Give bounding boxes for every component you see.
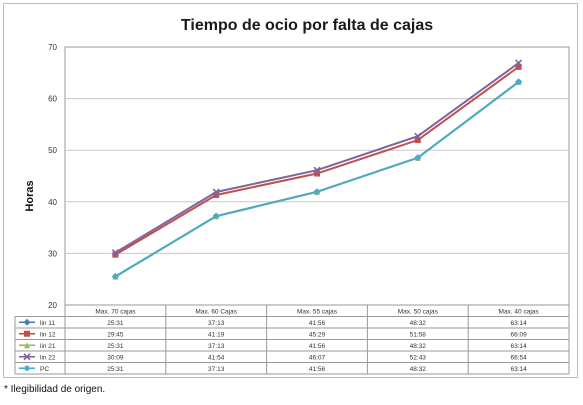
table-cell-value: 46:07 [309,354,326,361]
marker-PC [414,154,421,161]
table-cell-value: 66:09 [510,331,527,338]
x-category-label: Max. 50 cajas [398,309,439,316]
legend-label: lin 11 [40,320,55,327]
marker-PC [24,365,30,372]
y-tick-label: 20 [48,301,57,310]
y-axis-label: Horas [24,180,36,211]
table-cell-value: 25:31 [107,343,124,350]
table-cell-value: 41:56 [309,343,326,350]
table-cell-value: 41:56 [309,366,326,373]
chart-title: Tiempo de ocio por falta de cajas [181,17,433,34]
marker-lin-21 [24,342,30,349]
table-cell-value: 37:13 [208,366,225,373]
marker-PC [515,78,522,85]
x-category-label: Max. 60 Cajas [195,309,237,316]
table-cell-value: 66:54 [510,354,527,361]
x-category-label: Max. 40 cajas [499,309,540,316]
table-cell-value: 63:14 [510,366,527,373]
table-cell-value: 29:45 [107,331,124,338]
table-cell-value: 41:19 [208,331,225,338]
table-cell-value: 52:43 [410,354,427,361]
table-cell-value: 37:13 [208,343,225,350]
table-cell-value: 30:09 [107,354,124,361]
footnote: * Ilegibilidad de origen. [4,384,106,395]
table-cell-value: 51:58 [410,331,427,338]
chart-svg: Tiempo de ocio por falta de cajas 20 30 40 5… [14,17,570,375]
marker-lin-22 [313,166,321,174]
table-cell-value: 48:32 [410,343,427,350]
marker-lin-12 [414,137,421,144]
plot-area [64,46,570,306]
table-cell-value: 25:31 [107,366,124,373]
x-category-label: Max. 55 cajas [297,309,338,316]
chart-frame: Tiempo de ocio por falta de cajas 20 30 40 5… [3,3,578,378]
table-cell-value: 45:29 [309,331,326,338]
table-cell-value: 48:32 [410,366,427,373]
marker-lin-22 [414,132,422,140]
marker-lin-12 [112,251,119,258]
y-tick-label: 40 [48,198,57,207]
x-category-label: Max. 70 cajas [95,309,136,316]
legend-label: lin 12 [40,331,56,338]
series-line-lin-22 [114,62,520,254]
y-tick-label: 50 [48,146,57,155]
series-line-lin-12 [114,66,520,256]
marker-lin-22 [212,188,220,196]
marker-lin-22 [23,353,31,361]
marker-lin-11 [23,318,31,326]
marker-PC [112,273,119,280]
marker-lin-12 [213,191,220,198]
marker-lin-12 [515,63,522,70]
legend-label: lin 22 [40,354,56,361]
marker-lin-22 [515,59,523,67]
marker-lin-22 [111,249,119,257]
y-tick-label: 60 [48,95,57,104]
marker-lin-12 [24,330,30,337]
marker-lin-12 [314,170,320,177]
table-cell-value: 41:54 [208,354,225,361]
table-cell-value: 63:14 [510,320,527,327]
y-tick-label: 30 [48,249,57,258]
y-tick-label: 70 [48,43,57,52]
table-cell-value: 48:32 [410,320,427,327]
legend-label: lin 21 [40,343,56,350]
table-cell-value: 37:13 [208,320,225,327]
table-cell-value: 25:31 [107,320,124,327]
marker-PC [213,213,220,220]
table-cell-value: 41:56 [309,320,326,327]
marker-PC [314,188,320,195]
table-cell-value: 63:14 [510,343,527,350]
legend-label: PC [40,366,49,373]
